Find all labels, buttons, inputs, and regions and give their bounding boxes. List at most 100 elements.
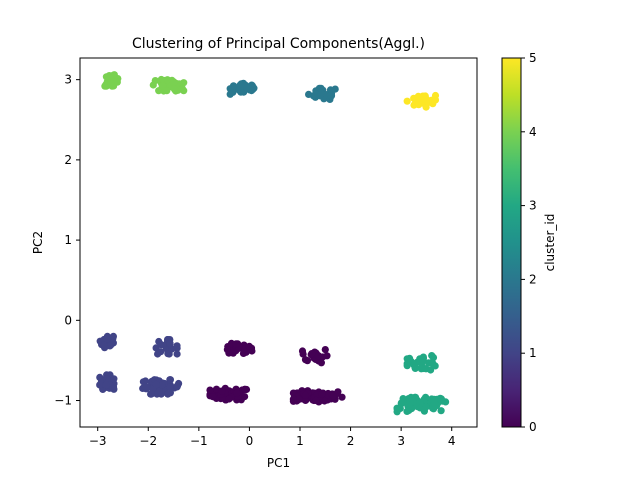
scatter-point xyxy=(229,349,237,357)
scatter-point xyxy=(289,389,297,397)
scatter-point xyxy=(223,346,231,354)
scatter-point xyxy=(411,363,419,371)
scatter-point xyxy=(163,87,171,95)
scatter-point xyxy=(147,390,155,398)
scatter-point xyxy=(142,383,151,391)
scatter-point xyxy=(151,77,159,85)
scatter-point xyxy=(155,387,163,396)
scatter-point xyxy=(414,92,422,100)
scatter-point xyxy=(314,352,322,360)
scatter-point xyxy=(241,393,249,401)
scatter-point xyxy=(415,98,423,106)
x-axis-ticks: −3 −2 −1 0 1 2 3 4 xyxy=(89,427,456,448)
scatter-point xyxy=(225,395,233,403)
scatter-point xyxy=(173,382,181,390)
x-axis-label: PC1 xyxy=(267,456,290,470)
scatter-point xyxy=(158,381,166,389)
x-tick-label: 0 xyxy=(246,434,254,448)
scatter-point xyxy=(241,385,249,393)
scatter-point xyxy=(226,85,234,93)
scatter-point xyxy=(405,401,413,409)
y-tick-label: 1 xyxy=(64,233,72,247)
scatter-point xyxy=(157,341,165,349)
scatter-point xyxy=(403,97,411,105)
colorbar xyxy=(501,57,522,428)
x-tick-label: −1 xyxy=(190,434,208,448)
scatter-point xyxy=(417,357,425,365)
scatter-point xyxy=(403,362,411,370)
scatter-point xyxy=(312,396,320,405)
scatter-point xyxy=(317,84,325,92)
x-tick-label: −2 xyxy=(139,434,157,448)
y-axis-label: PC2 xyxy=(31,231,45,254)
scatter-point xyxy=(338,393,346,401)
scatter-point xyxy=(312,90,320,98)
scatter-point xyxy=(170,85,178,93)
scatter-point xyxy=(166,383,174,391)
scatter-point xyxy=(397,399,405,407)
colorbar-label: cluster_id xyxy=(543,214,557,272)
plot-frame xyxy=(79,57,478,428)
scatter-point xyxy=(317,359,325,367)
colorbar-tick-label: 0 xyxy=(529,420,537,434)
scatter-point xyxy=(427,366,435,374)
scatter-point xyxy=(139,378,147,386)
scatter-point xyxy=(110,375,118,383)
scatter-point xyxy=(233,389,241,397)
scatter-point xyxy=(321,346,329,354)
scatter-point xyxy=(308,350,316,358)
scatter-point xyxy=(154,350,162,358)
scatter-point xyxy=(403,407,411,415)
y-tick-label: 3 xyxy=(64,73,72,87)
x-tick-label: 3 xyxy=(397,434,405,448)
scatter-point xyxy=(173,350,181,358)
x-tick-label: 1 xyxy=(296,434,304,448)
y-tick-label: −1 xyxy=(54,394,72,408)
scatter-point xyxy=(163,76,171,84)
scatter-point xyxy=(109,384,117,393)
scatter-point xyxy=(301,356,310,364)
scatter-point xyxy=(295,395,303,403)
scatter-point xyxy=(429,360,437,368)
scatter-point xyxy=(166,376,174,384)
scatter-point xyxy=(331,85,339,93)
scatter-point xyxy=(431,400,439,408)
scatter-point xyxy=(173,342,181,350)
scatter-point xyxy=(429,353,438,362)
scatter-point xyxy=(170,79,178,87)
scatter-point xyxy=(232,340,240,348)
colorbar-ticks: 0 1 2 3 4 5 xyxy=(521,51,537,434)
scatter-point xyxy=(243,84,251,92)
scatter-point xyxy=(206,386,214,394)
scatter-point xyxy=(109,71,117,79)
scatter-point xyxy=(102,73,110,81)
scatter-point xyxy=(218,387,226,395)
scatter-point xyxy=(327,91,335,99)
scatter-point xyxy=(437,407,445,415)
scatter-point xyxy=(108,82,116,90)
scatter-points xyxy=(96,71,450,416)
scatter-point xyxy=(100,341,108,349)
scatter-point xyxy=(422,403,430,411)
chart-title: Clustering of Principal Components(Aggl.… xyxy=(132,36,425,52)
scatter-point xyxy=(323,352,331,360)
scatter-point xyxy=(301,396,310,404)
scatter-point xyxy=(209,393,217,401)
scatter-point xyxy=(289,395,297,403)
scatter-point xyxy=(103,335,111,343)
scatter-point xyxy=(298,347,307,355)
scatter-point xyxy=(329,392,337,400)
scatter-point xyxy=(159,82,167,90)
scatter-point xyxy=(318,390,326,398)
x-tick-label: 2 xyxy=(347,434,355,448)
x-tick-label: −3 xyxy=(89,434,107,448)
y-tick-label: 0 xyxy=(64,313,72,327)
colorbar-tick-label: 4 xyxy=(529,125,537,139)
scatter-point xyxy=(109,332,117,340)
colorbar-tick-label: 1 xyxy=(529,346,537,360)
scatter-point xyxy=(166,339,174,347)
scatter-point xyxy=(396,404,404,413)
y-axis-ticks: −1 0 1 2 3 xyxy=(54,73,80,408)
scatter-point xyxy=(166,389,174,397)
